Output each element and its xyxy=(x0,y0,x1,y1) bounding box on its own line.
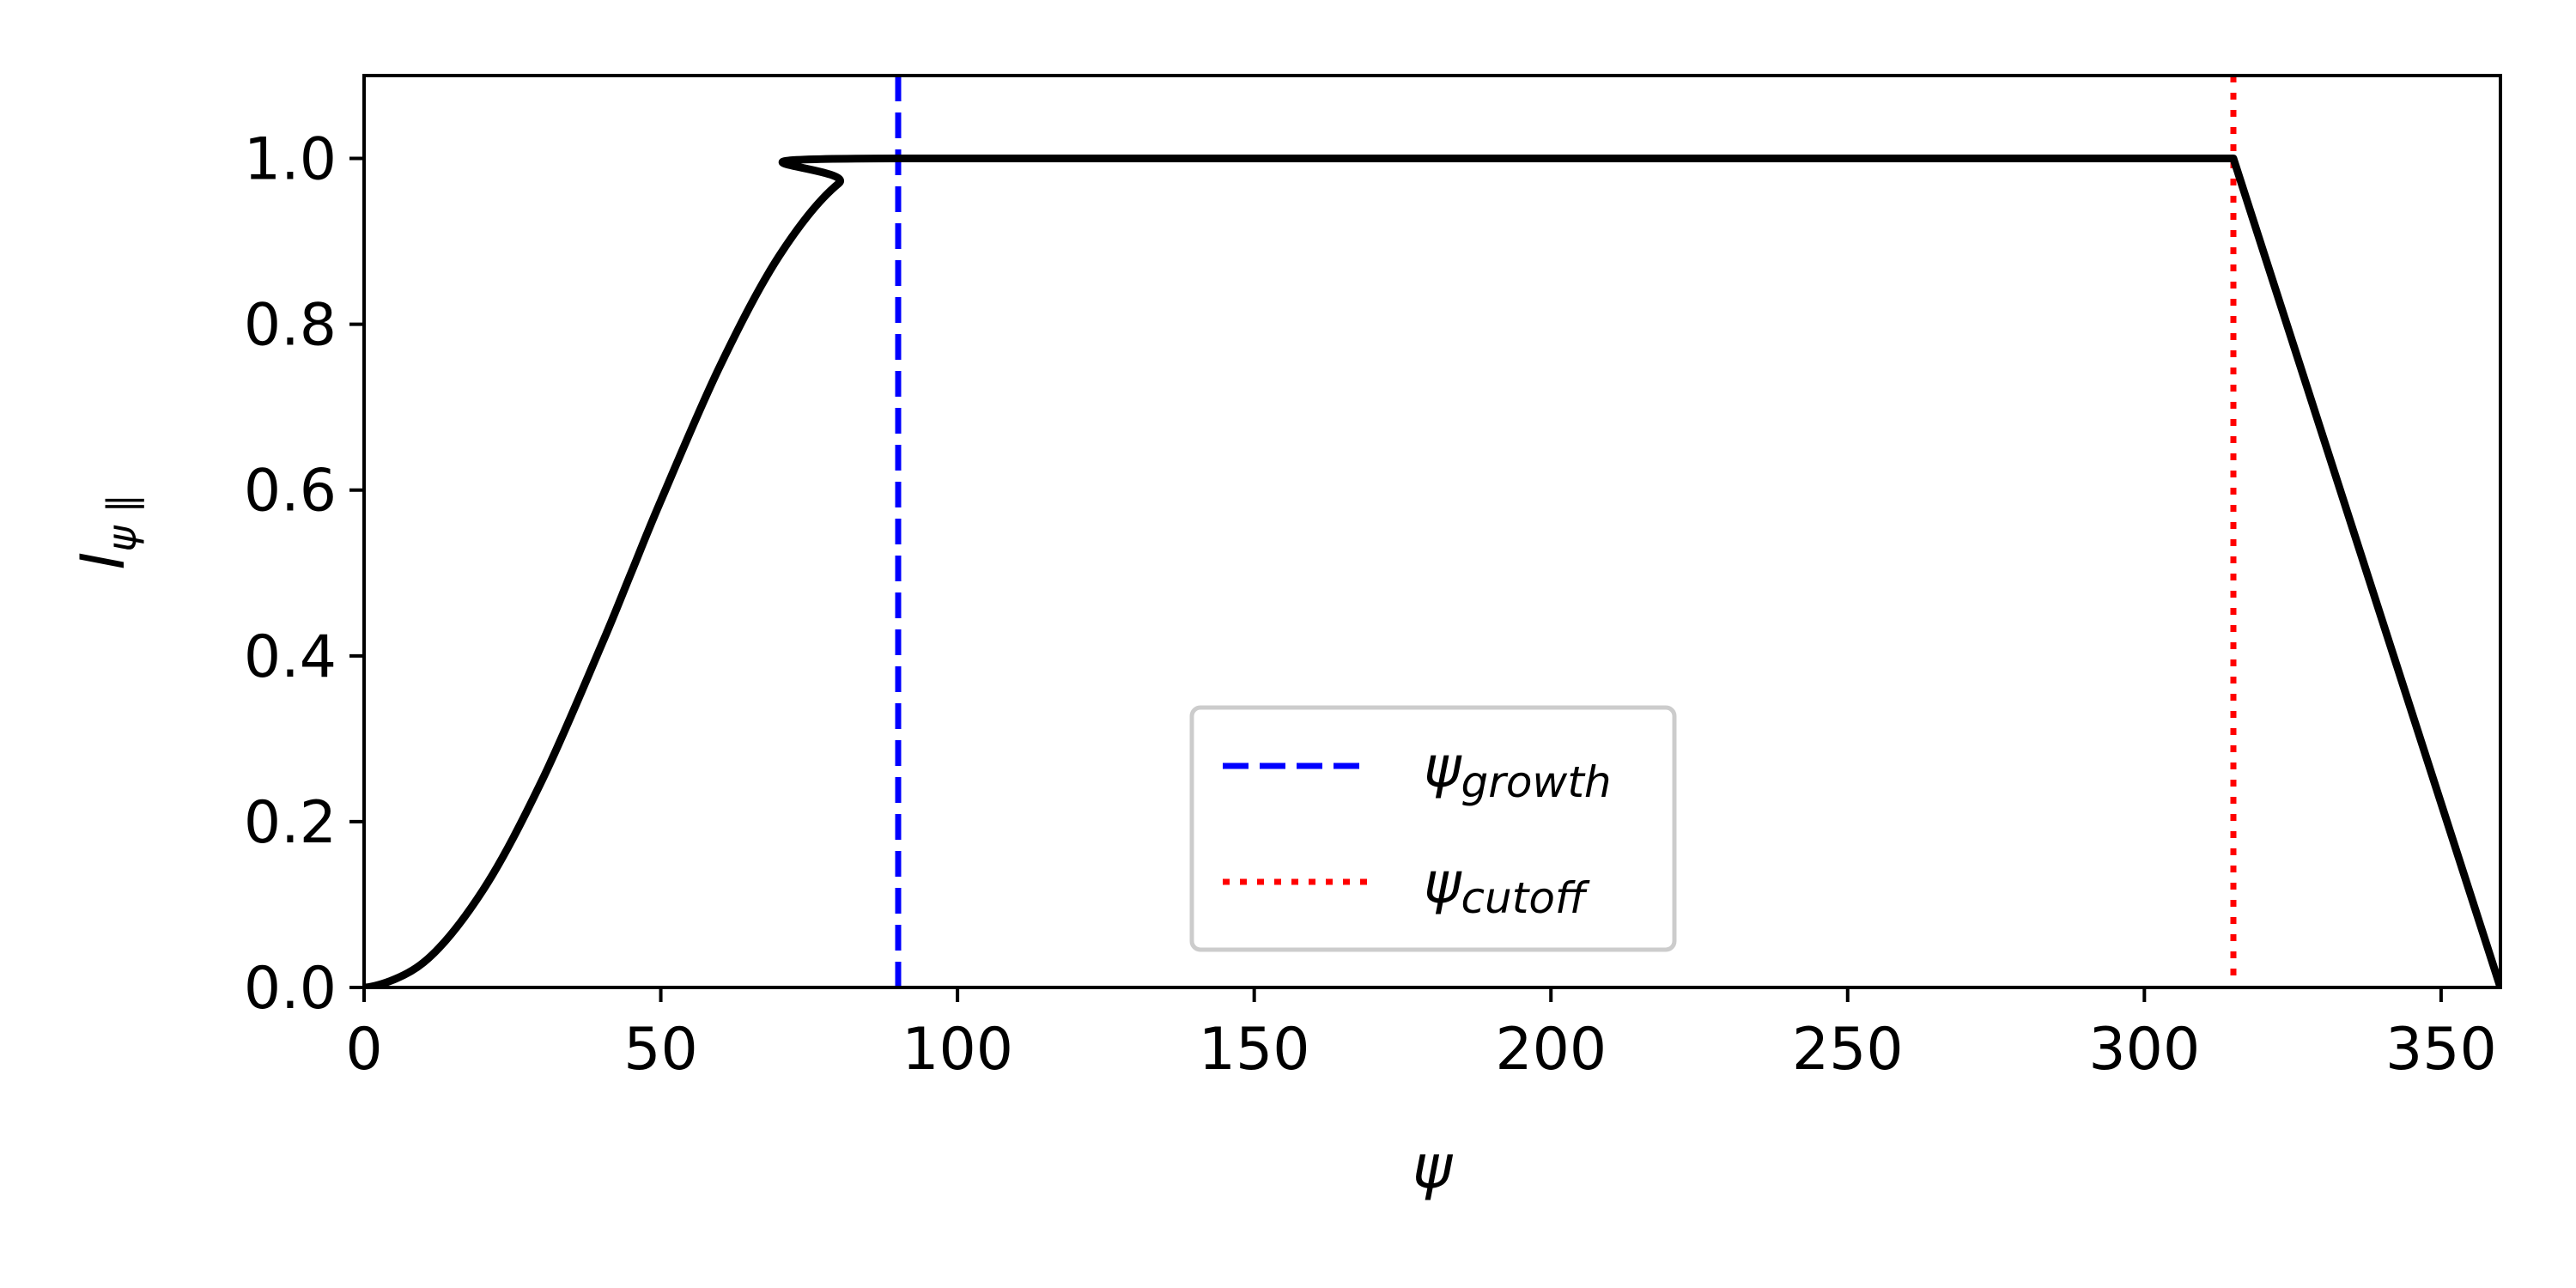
x-tick-label: 150 xyxy=(1199,1016,1310,1084)
axes-frame xyxy=(362,74,2502,989)
x-axis-label: ψ xyxy=(1413,1132,1454,1202)
series-line-0 xyxy=(364,155,2500,987)
x-tick-label: 300 xyxy=(2088,1016,2200,1084)
x-tick-label: 0 xyxy=(345,1016,382,1084)
axes: 0 50 100 150 200 250 300 350 0.0 0.2 0.4 0.6 0.8 1.0 ψ… xyxy=(68,74,2502,1202)
x-tick-label: 100 xyxy=(902,1016,1013,1084)
y-tick-label: 0.2 xyxy=(244,789,337,857)
y-tick-label: 1.0 xyxy=(244,126,337,194)
x-tick-label: 200 xyxy=(1495,1016,1607,1084)
x-tick-label: 350 xyxy=(2385,1016,2497,1084)
legend-label-subscript: cutoff xyxy=(1461,873,1590,923)
x-tick-label: 250 xyxy=(1792,1016,1904,1084)
y-tick-label: 0.0 xyxy=(244,955,337,1023)
plot-area xyxy=(364,76,2500,987)
y-tick-label: 0.4 xyxy=(244,623,337,691)
y-tick-label: 0.6 xyxy=(244,458,337,526)
y-tick-label: 0.8 xyxy=(244,292,337,360)
legend-label-subscript: growth xyxy=(1461,757,1612,807)
y-axis-label-subscript: ψ ∥ xyxy=(99,494,145,552)
x-tick-label: 50 xyxy=(623,1016,698,1084)
